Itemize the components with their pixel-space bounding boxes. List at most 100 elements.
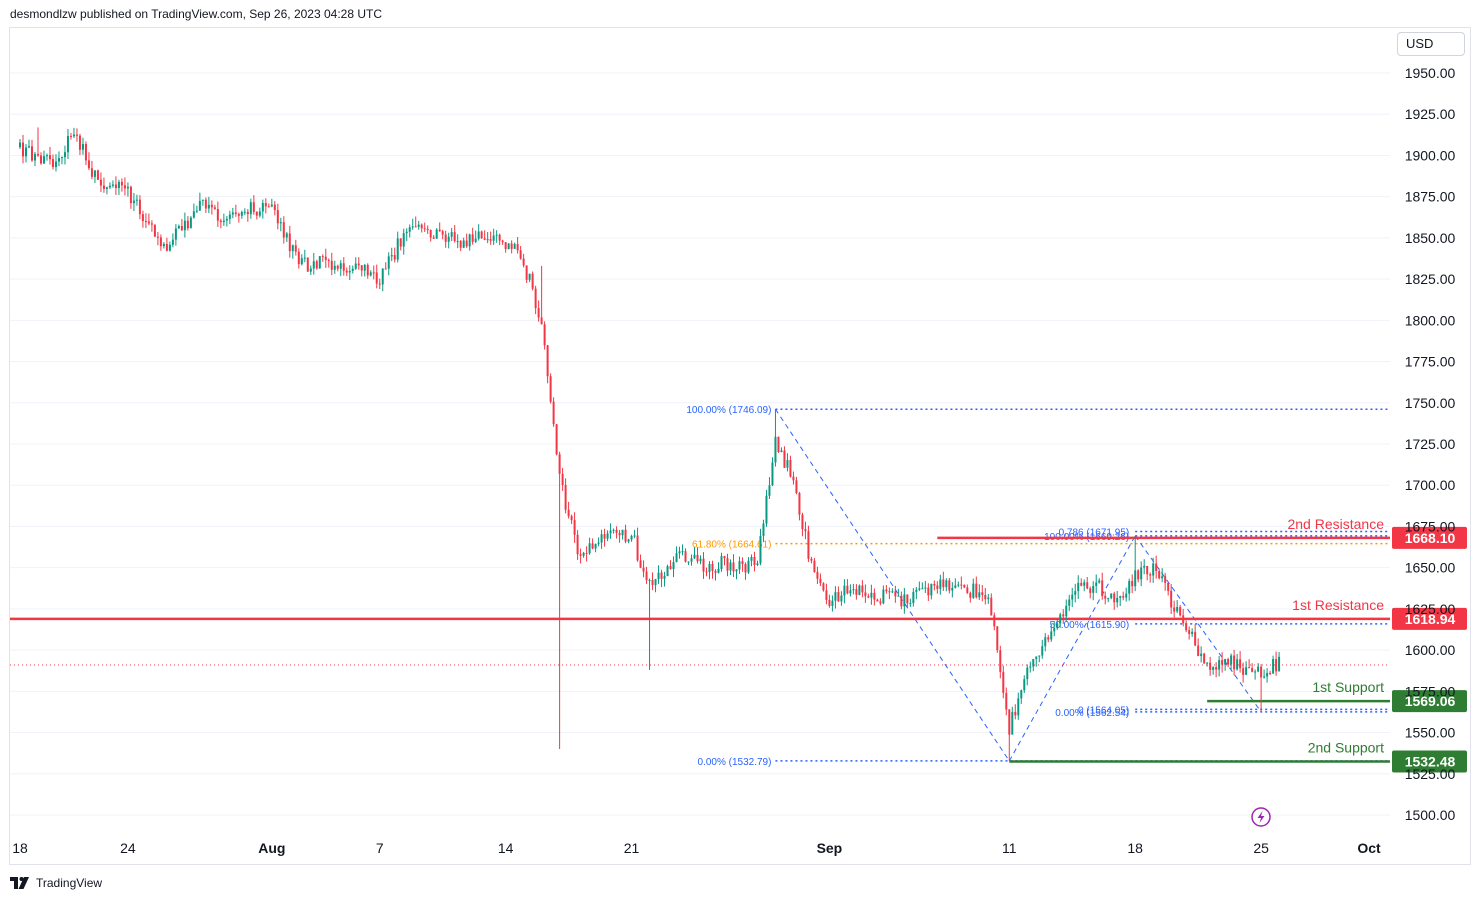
time-tick-label: 18 xyxy=(1127,840,1143,856)
candle-body xyxy=(555,424,558,455)
candle-body xyxy=(972,583,975,598)
candle-body xyxy=(1074,591,1077,595)
candle-body xyxy=(819,578,822,584)
candle-body xyxy=(1116,597,1119,603)
price-badge xyxy=(1392,526,1467,549)
candle-body xyxy=(465,240,468,247)
candle-body xyxy=(540,317,543,325)
candle-body xyxy=(324,256,327,260)
level-name: 1st Support xyxy=(1312,679,1384,695)
candle-body xyxy=(414,226,417,228)
candle-body xyxy=(867,596,870,598)
candle-body xyxy=(531,273,534,289)
candle-body xyxy=(768,485,771,496)
candle-body xyxy=(87,160,90,169)
candle-body xyxy=(1158,571,1161,579)
candle-body xyxy=(537,308,540,318)
candle-body xyxy=(795,480,798,494)
candle-body xyxy=(195,210,198,212)
candle-body xyxy=(765,495,768,524)
candle-body xyxy=(1017,698,1020,716)
candle-body xyxy=(90,168,93,177)
candle-body xyxy=(870,592,873,598)
candle-body xyxy=(1215,667,1218,670)
candle-body xyxy=(1002,671,1005,693)
grid xyxy=(10,72,1390,816)
candle-body xyxy=(1119,596,1122,598)
candle-body xyxy=(429,230,432,238)
candle-body xyxy=(825,590,828,600)
time-tick-label: 25 xyxy=(1253,840,1269,856)
candle-body xyxy=(756,563,759,565)
chart-pane[interactable] xyxy=(9,27,1471,865)
candle-body xyxy=(681,551,684,553)
candle-body xyxy=(810,558,813,561)
price-tick-label: 1850.00 xyxy=(1405,230,1456,246)
candle-body xyxy=(1020,690,1023,699)
candle-body xyxy=(615,529,618,533)
candle-body xyxy=(249,202,252,215)
candle-body xyxy=(312,261,315,269)
candle-body xyxy=(1149,574,1152,576)
candle-body xyxy=(582,552,585,556)
level-name: 2nd Resistance xyxy=(1287,516,1384,532)
price-tick-label: 1700.00 xyxy=(1405,477,1456,493)
candle-body xyxy=(279,222,282,224)
candle-body xyxy=(231,212,234,215)
candle-body xyxy=(345,270,348,273)
candle-body xyxy=(858,585,861,595)
candle-body xyxy=(933,583,936,586)
candle-body xyxy=(789,459,792,477)
candle-body xyxy=(132,200,135,204)
candle-body xyxy=(456,241,459,243)
candle-body xyxy=(714,570,717,573)
candle-body xyxy=(198,200,201,211)
candle-body xyxy=(243,211,246,213)
price-tick-label: 1800.00 xyxy=(1405,312,1456,328)
candle-body xyxy=(147,221,150,224)
candle-body xyxy=(957,584,960,586)
candle-body xyxy=(1260,666,1263,678)
candle-body xyxy=(21,142,24,157)
candle-body xyxy=(990,597,993,616)
candle-body xyxy=(552,401,555,425)
fib-label: 100.00% (1746.09) xyxy=(686,405,771,416)
fib-label: 0 (1564.05) xyxy=(1078,705,1129,716)
candle-body xyxy=(1101,580,1104,596)
candle-body xyxy=(645,571,648,581)
candle-body xyxy=(945,580,948,588)
candle-body xyxy=(654,579,657,586)
candle-body xyxy=(840,595,843,602)
candle-body xyxy=(510,243,513,249)
candle-body xyxy=(435,229,438,239)
candle-body xyxy=(180,226,183,231)
candle-body xyxy=(60,157,63,159)
candle-body xyxy=(666,566,669,577)
price-tick-label: 1925.00 xyxy=(1405,106,1456,122)
candle-body xyxy=(318,256,321,269)
candle-body xyxy=(705,571,708,573)
candle-body xyxy=(672,562,675,570)
candle-body xyxy=(447,236,450,242)
candle-body xyxy=(360,265,363,271)
candle-body xyxy=(1137,570,1140,580)
candle-body xyxy=(720,556,723,569)
candle-body xyxy=(234,212,237,214)
candle-body xyxy=(894,591,897,597)
candle-body xyxy=(558,454,561,474)
tradingview-logo[interactable]: TradingView xyxy=(10,876,102,890)
fib-label: 0.00% (1532.79) xyxy=(698,757,772,768)
candle-body xyxy=(906,594,909,604)
price-tick-label: 1650.00 xyxy=(1405,560,1456,576)
price-badge-label: 1618.94 xyxy=(1405,611,1456,627)
candle-body xyxy=(411,226,414,228)
candle-body xyxy=(1068,599,1071,606)
candle-body xyxy=(606,533,609,539)
candle-body xyxy=(1221,660,1224,665)
candle-body xyxy=(1275,659,1278,672)
candle-body xyxy=(549,376,552,402)
candle-body xyxy=(19,142,21,148)
currency-button[interactable]: USD xyxy=(1397,32,1465,56)
lightning-icon[interactable] xyxy=(1251,807,1271,827)
